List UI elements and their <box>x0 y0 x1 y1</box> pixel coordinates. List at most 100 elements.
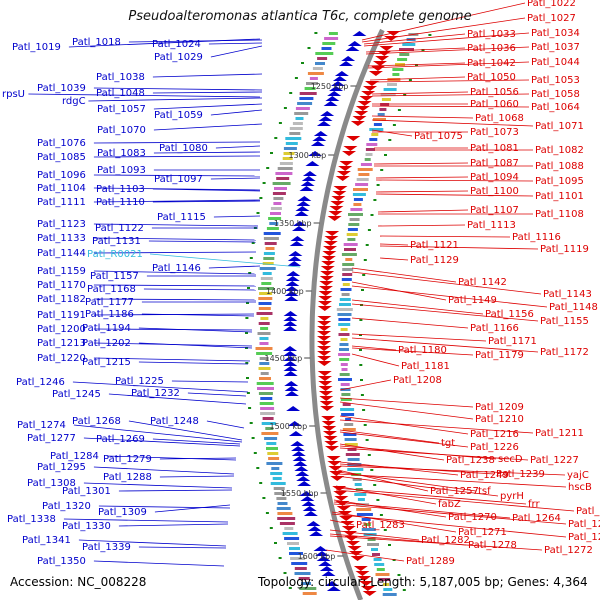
leader-line <box>371 115 474 119</box>
leader-line <box>152 438 241 445</box>
feature-bar <box>258 322 270 325</box>
forward-gene-arrow <box>292 456 307 461</box>
gene-label-reverse: Patl_1088 <box>535 161 584 172</box>
reverse-gene-arrow <box>317 371 332 376</box>
feature-bar <box>356 508 372 511</box>
marker-dot <box>248 272 252 274</box>
feature-bar <box>272 182 291 185</box>
feature-bar <box>270 212 281 215</box>
marker-dot <box>249 422 253 424</box>
leader-line <box>138 327 253 333</box>
marker-dot <box>253 452 257 454</box>
scale-tick-label: 1300 kbp <box>288 151 326 160</box>
gene-label-forward: Patl_1295 <box>37 462 86 473</box>
leader-line <box>329 535 543 551</box>
marker-dot <box>274 137 278 139</box>
marker-dot <box>403 94 407 96</box>
feature-bar <box>315 62 325 65</box>
feature-bar <box>270 207 282 210</box>
leader-line <box>335 475 499 497</box>
feature-bar <box>352 478 362 481</box>
leader-line <box>367 62 466 67</box>
leader-line <box>351 353 400 367</box>
gene-label-reverse: Patl_1119 <box>540 244 589 255</box>
gene-label-forward: Patl_1146 <box>152 263 201 274</box>
reverse-gene-arrow <box>336 171 351 176</box>
gene-label-forward: Patl_1168 <box>87 284 136 295</box>
gene-label-forward: Patl_1274 <box>17 420 66 431</box>
feature-bar <box>264 242 277 245</box>
marker-dot <box>359 334 362 336</box>
marker-dot <box>380 169 384 171</box>
gene-label-forward: Patl_1215 <box>82 357 131 368</box>
reverse-gene-arrow <box>317 306 332 311</box>
leader-line <box>351 317 469 329</box>
feature-bar <box>345 418 352 421</box>
reverse-gene-arrow <box>363 86 378 91</box>
feature-bar <box>347 463 362 466</box>
marker-dot <box>249 257 253 259</box>
leader-line <box>93 357 251 362</box>
feature-bar <box>392 68 404 71</box>
forward-gene-arrow <box>290 441 305 446</box>
marker-dot <box>360 379 363 381</box>
feature-bar <box>289 547 300 550</box>
feature-bar <box>363 523 371 526</box>
forward-gene-arrow <box>301 501 316 506</box>
forward-gene-arrow <box>283 371 298 376</box>
leader-line <box>93 237 257 241</box>
feature-bar <box>338 353 351 356</box>
gene-label-reverse: secD <box>498 454 523 465</box>
scale-tick-label: 1400 kbp <box>266 287 304 296</box>
gene-label-reverse: Patl_1226 <box>470 442 519 453</box>
leader-line <box>206 420 245 429</box>
leader-line <box>93 560 225 567</box>
gene-label-reverse: Patl_1075 <box>414 131 463 142</box>
feature-bar <box>255 347 273 350</box>
reverse-gene-arrow <box>349 551 364 556</box>
feature-bar <box>361 528 376 531</box>
feature-bar <box>328 32 338 35</box>
reverse-gene-arrow <box>333 491 348 496</box>
feature-bar <box>294 567 307 570</box>
leader-line <box>93 223 259 227</box>
feature-bar <box>263 232 281 235</box>
reverse-gene-arrow <box>368 71 383 76</box>
marker-dot <box>365 244 369 246</box>
forward-gene-arrow <box>295 206 310 211</box>
gene-label-forward: Patl_1177 <box>85 297 134 308</box>
feature-bar <box>377 113 385 116</box>
forward-gene-arrow <box>318 116 333 121</box>
reverse-gene-arrow <box>317 336 332 341</box>
feature-bar <box>259 337 269 340</box>
gene-label-forward: Patl_1111 <box>37 197 86 208</box>
reverse-gene-arrow <box>320 406 335 411</box>
feature-bar <box>338 333 350 336</box>
feature-bar <box>265 247 275 250</box>
feature-bar <box>397 58 408 61</box>
forward-gene-arrow <box>306 521 321 526</box>
leader-line <box>138 546 227 549</box>
leader-line <box>335 489 575 512</box>
gene-label-reverse: Patl_1073 <box>470 127 519 138</box>
feature-bar <box>268 457 280 460</box>
leader-line <box>339 429 440 444</box>
gene-label-reverse: Patl_1050 <box>467 72 516 83</box>
leader-line <box>339 445 497 460</box>
leader-line <box>375 179 534 182</box>
marker-dot <box>246 302 249 304</box>
feature-bar <box>276 507 291 510</box>
feature-bar <box>309 77 318 80</box>
forward-gene-arrow <box>284 296 299 301</box>
scale-tick-label: 1600 kbp <box>298 552 336 561</box>
gene-label-forward: Patl_1144 <box>37 248 86 259</box>
backbone-arc <box>309 28 385 600</box>
leader-line <box>72 381 249 393</box>
forward-gene-arrow <box>284 381 299 386</box>
feature-bar <box>273 202 282 205</box>
feature-bar <box>342 403 351 406</box>
reverse-gene-arrow <box>317 376 332 381</box>
gene-label-reverse: hscB <box>568 482 592 493</box>
feature-bar <box>342 268 354 271</box>
forward-gene-arrow <box>283 351 298 356</box>
